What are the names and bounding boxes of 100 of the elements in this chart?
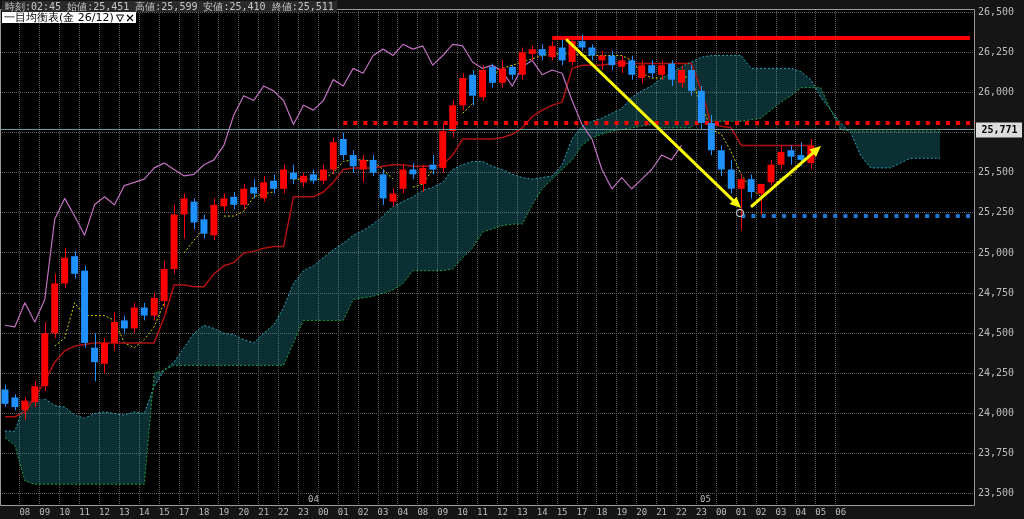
candlestick [638, 59, 646, 84]
candlestick [678, 64, 685, 89]
candlestick [31, 380, 39, 408]
x-tick-label: 08 [19, 506, 31, 517]
x-tick-label: 09 [39, 506, 51, 517]
candlestick [349, 149, 357, 174]
candlestick [419, 164, 427, 193]
x-tick-label: 14 [536, 506, 548, 517]
x-tick-label: 22 [278, 506, 289, 517]
x-tick-label: 15 [556, 506, 568, 517]
annotation: 時刻:02:45 始値:25,451 高値:25,599 安値:25,410 終値:25,511 [5, 1, 334, 12]
candlestick [150, 292, 158, 321]
x-tick-label: 21 [656, 506, 668, 517]
x-tick-label: 11 [477, 506, 488, 517]
candlestick [757, 183, 765, 215]
x-tick-label: 02 [755, 506, 767, 517]
candlestick [429, 154, 437, 175]
candlestick [668, 59, 676, 87]
x-tick-label: 12 [497, 506, 508, 517]
x-tick-label: 15 [158, 506, 170, 517]
candlestick [797, 141, 805, 167]
candlestick [469, 69, 477, 106]
candlestick [71, 250, 79, 280]
x-tick-label: 08 [417, 506, 429, 517]
annotation: 05 [700, 494, 711, 504]
x-tick-label: 17 [576, 506, 588, 517]
candlestick [369, 154, 377, 177]
candlestick [608, 50, 616, 71]
x-tick-label: 19 [616, 506, 628, 517]
x-tick-label: 10 [59, 506, 71, 517]
y-tick-label: 25,500 [978, 166, 1015, 178]
candlestick [270, 173, 278, 195]
x-tick-label: 13 [516, 506, 528, 517]
x-tick-label: 01 [337, 506, 349, 517]
y-tick-label: 26,250 [978, 45, 1015, 57]
x-tick-label: 13 [118, 506, 130, 517]
x-tick-label: 18 [198, 506, 210, 517]
x-tick-label: 23 [695, 506, 707, 517]
x-tick-label: 23 [298, 506, 309, 517]
candlestick [280, 164, 288, 195]
candlestick [767, 159, 775, 187]
candlestick [319, 164, 327, 185]
y-tick-label: 26,000 [978, 86, 1015, 98]
x-tick-label: 20 [238, 506, 250, 517]
x-tick-label: 03 [775, 506, 787, 517]
x-tick-label: 22 [676, 506, 687, 517]
candlestick [1, 384, 9, 408]
candlestick [130, 302, 138, 334]
x-tick-label: 11 [79, 506, 90, 517]
y-tick-label: 26,500 [978, 5, 1015, 17]
candlestick [110, 311, 118, 352]
y-tick-label: 23,500 [978, 487, 1015, 499]
candlestick [658, 59, 666, 81]
candlestick [518, 47, 526, 81]
candlestick [290, 164, 297, 185]
candlestick [359, 154, 367, 183]
candlestick [787, 144, 795, 166]
x-tick-label: 12 [99, 506, 110, 517]
candlestick [498, 59, 506, 89]
annotation: 一目均衡表(金 26/12) [4, 11, 114, 24]
candlestick [250, 178, 258, 199]
candlestick [200, 213, 208, 240]
x-tick-label: 01 [735, 506, 747, 517]
candlestick [399, 164, 407, 195]
candlestick [558, 39, 566, 66]
candlestick [488, 63, 496, 89]
x-tick-label: 06 [835, 506, 847, 517]
candlestick [21, 396, 29, 421]
x-tick-label: 04 [397, 506, 409, 517]
candlestick [747, 173, 755, 199]
annotation: 04 [308, 494, 319, 504]
y-tick-label: 25,000 [978, 246, 1015, 258]
candlestick [687, 64, 695, 97]
candlestick [180, 193, 188, 240]
x-tick-label: 09 [437, 506, 449, 517]
candlestick [717, 144, 725, 177]
x-tick-label: 20 [636, 506, 648, 517]
candlestick [737, 173, 745, 232]
candlestick [727, 159, 735, 195]
x-tick-label: 02 [357, 506, 369, 517]
candlestick [91, 332, 98, 382]
x-tick-label: 00 [317, 506, 329, 517]
x-tick-label: 03 [377, 506, 389, 517]
candlestick [339, 132, 347, 161]
x-tick-label: 10 [457, 506, 469, 517]
x-tick-label: 04 [795, 506, 807, 517]
y-tick-label: 24,000 [978, 407, 1015, 419]
candlestick [100, 337, 108, 374]
ref-line-label: 25,771 [981, 124, 1018, 136]
x-tick-label: 21 [258, 506, 270, 517]
y-tick-label: 24,750 [978, 286, 1015, 298]
x-tick-label: 17 [178, 506, 190, 517]
y-tick-label: 25,250 [978, 206, 1015, 218]
candlestick [240, 183, 248, 211]
x-tick-label: 00 [715, 506, 727, 517]
y-tick-label: 24,250 [978, 366, 1015, 378]
y-tick-label: 24,500 [978, 326, 1015, 338]
x-tick-label: 14 [138, 506, 150, 517]
candlestick [628, 55, 636, 81]
x-tick-label: 05 [815, 506, 827, 517]
